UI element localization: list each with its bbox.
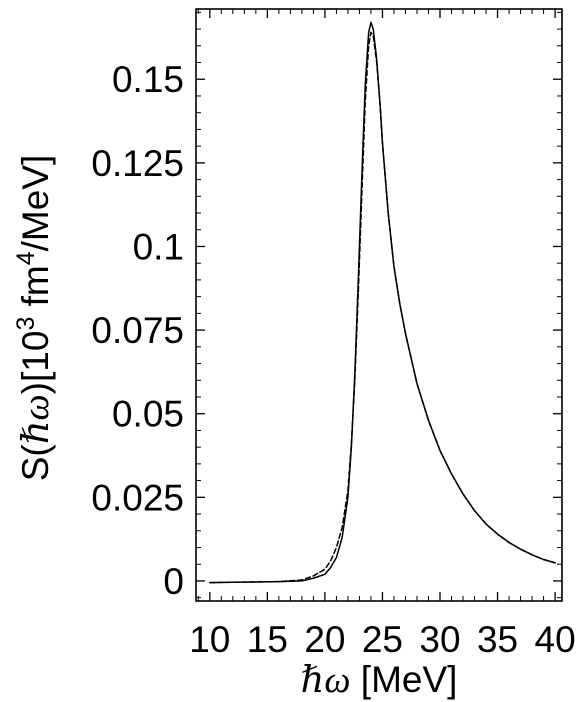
axis-ticks bbox=[196, 9, 562, 601]
y-axis-label-symbol: ℏω bbox=[16, 394, 57, 444]
y-axis-label: S(ℏω)[103 fm4/MeV] bbox=[12, 155, 57, 482]
y-tick-label: 0 bbox=[163, 561, 184, 602]
y-tick-labels: 0 0.025 0.05 0.075 0.1 0.125 0.15 bbox=[91, 59, 184, 602]
x-tick-label: 15 bbox=[247, 619, 288, 660]
series-line-dashed bbox=[209, 31, 556, 584]
x-tick-label: 30 bbox=[419, 619, 460, 660]
x-axis-label-symbol: ℏω bbox=[301, 660, 351, 701]
x-tick-label: 25 bbox=[362, 619, 403, 660]
y-tick-label: 0.025 bbox=[91, 477, 184, 518]
plot-frame bbox=[195, 8, 563, 602]
x-tick-label: 10 bbox=[189, 619, 230, 660]
series-line-solid bbox=[209, 21, 556, 584]
y-tick-label: 0.1 bbox=[133, 226, 184, 267]
y-tick-label: 0.075 bbox=[91, 310, 184, 351]
y-axis-label-exp2: 4 bbox=[12, 251, 40, 265]
y-axis-label-suffix: /MeV] bbox=[15, 155, 56, 252]
x-tick-labels: 10 15 20 25 30 35 40 bbox=[189, 619, 575, 660]
x-axis-label: ℏω [MeV] bbox=[301, 659, 458, 701]
x-axis-label-unit: [MeV] bbox=[351, 659, 458, 700]
y-axis-label-middle2: fm bbox=[15, 265, 56, 316]
y-axis-label-exp1: 3 bbox=[12, 317, 40, 331]
y-axis-label-prefix: S( bbox=[15, 444, 56, 482]
series-group bbox=[209, 21, 556, 584]
y-tick-label: 0.05 bbox=[112, 394, 184, 435]
y-axis-label-middle: )[10 bbox=[15, 331, 56, 395]
x-tick-label: 35 bbox=[477, 619, 518, 660]
x-tick-label: 40 bbox=[535, 619, 576, 660]
x-tick-label: 20 bbox=[304, 619, 345, 660]
y-tick-label: 0.125 bbox=[91, 143, 184, 184]
y-tick-label: 0.15 bbox=[112, 59, 184, 100]
